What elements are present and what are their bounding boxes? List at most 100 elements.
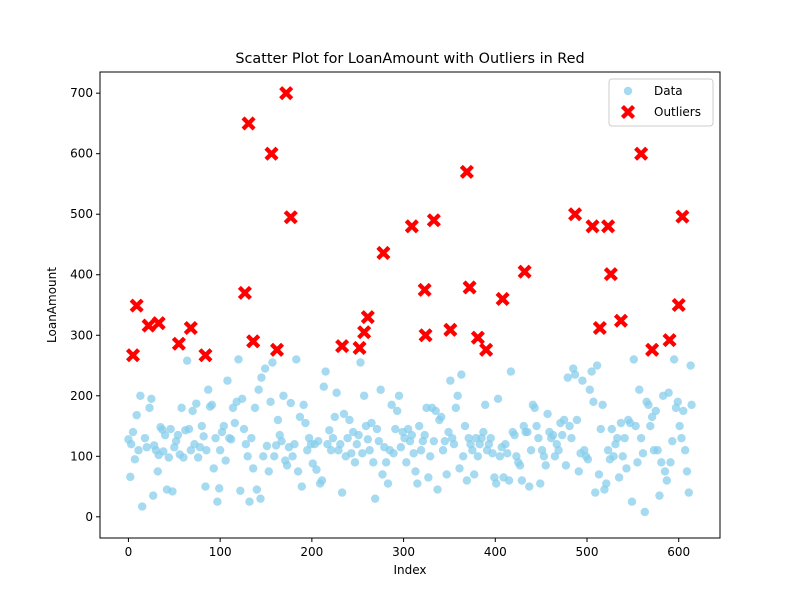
data-point — [323, 439, 332, 449]
data-point — [558, 430, 567, 440]
data-point — [317, 476, 327, 485]
data-point — [592, 361, 602, 370]
outlier-point — [335, 339, 350, 354]
data-point — [631, 421, 640, 431]
data-point — [403, 424, 413, 434]
data-point — [673, 397, 683, 407]
plot-frame — [99, 71, 721, 539]
data-point — [257, 373, 266, 382]
y-tick-label: 500 — [70, 207, 93, 221]
data-point — [159, 447, 168, 456]
data-point — [455, 464, 464, 473]
data-point — [675, 421, 684, 431]
outlier-point — [171, 336, 186, 351]
data-point — [392, 406, 402, 416]
y-tick-label: 100 — [70, 449, 93, 463]
data-point — [328, 433, 338, 443]
data-point — [184, 424, 194, 434]
data-point — [201, 482, 210, 491]
data-point — [589, 397, 598, 407]
data-point — [554, 446, 563, 455]
data-point — [591, 488, 600, 497]
data-point — [245, 497, 254, 506]
data-point — [409, 449, 418, 458]
y-axis-label: LoanAmount — [45, 267, 59, 343]
data-point — [126, 472, 135, 482]
data-point — [199, 432, 208, 441]
data-point — [204, 385, 213, 394]
outlier-point — [241, 116, 256, 131]
data-point — [613, 433, 622, 443]
data-point — [247, 433, 256, 443]
data-point — [640, 507, 649, 517]
data-point — [486, 433, 495, 443]
data-point — [574, 467, 583, 476]
points-layer — [124, 86, 696, 517]
data-point — [303, 446, 312, 455]
data-point — [536, 479, 545, 488]
data-point — [374, 436, 384, 446]
outlier-point — [671, 298, 686, 312]
data-point — [369, 458, 378, 467]
data-point — [565, 421, 574, 431]
data-point — [160, 430, 170, 440]
data-point — [226, 435, 236, 444]
data-point — [254, 385, 263, 394]
data-point — [587, 367, 596, 376]
data-point — [259, 452, 268, 461]
outlier-point — [270, 342, 284, 357]
data-point — [618, 452, 627, 461]
data-point — [268, 358, 277, 367]
data-point — [288, 452, 297, 461]
legend-outlier-marker — [621, 105, 635, 119]
data-point — [352, 439, 362, 449]
data-point — [526, 446, 536, 455]
data-point — [411, 467, 420, 476]
data-point — [387, 400, 396, 410]
data-point — [523, 427, 532, 437]
data-point — [607, 424, 616, 434]
data-point — [137, 502, 147, 511]
data-point — [572, 415, 582, 425]
outlier-point — [417, 282, 432, 297]
data-point — [134, 446, 143, 455]
data-point — [347, 449, 356, 458]
data-point — [402, 458, 411, 467]
data-point — [363, 435, 373, 444]
outlier-point — [404, 219, 419, 234]
x-tick-label: 200 — [300, 545, 323, 559]
data-point — [425, 452, 435, 461]
x-tick-label: 300 — [392, 545, 415, 559]
data-point — [460, 421, 470, 431]
data-point — [438, 446, 448, 455]
data-point — [647, 412, 657, 422]
data-point — [534, 433, 543, 443]
data-point — [140, 433, 150, 443]
data-point — [367, 418, 376, 428]
data-point — [250, 403, 260, 413]
outlier-point — [246, 334, 261, 349]
data-point — [266, 397, 275, 407]
data-point — [583, 455, 593, 464]
y-axis-ticks: 0 100 200 300 400 500 600 700 — [70, 86, 100, 524]
data-point — [207, 400, 217, 410]
data-point — [525, 482, 534, 491]
data-point — [682, 467, 692, 476]
data-point — [273, 415, 283, 425]
data-point — [635, 385, 644, 394]
data-point — [297, 482, 306, 491]
data-point — [488, 449, 497, 458]
data-point — [578, 376, 587, 385]
data-point — [567, 433, 576, 443]
data-point — [262, 441, 272, 451]
data-point — [413, 479, 422, 488]
data-point — [669, 355, 679, 364]
data-point — [598, 400, 607, 410]
legend-data-marker — [623, 86, 633, 96]
data-point — [314, 436, 323, 446]
data-point — [356, 358, 365, 367]
data-point — [237, 394, 247, 404]
data-point — [462, 476, 472, 485]
outlier-point — [238, 285, 252, 300]
